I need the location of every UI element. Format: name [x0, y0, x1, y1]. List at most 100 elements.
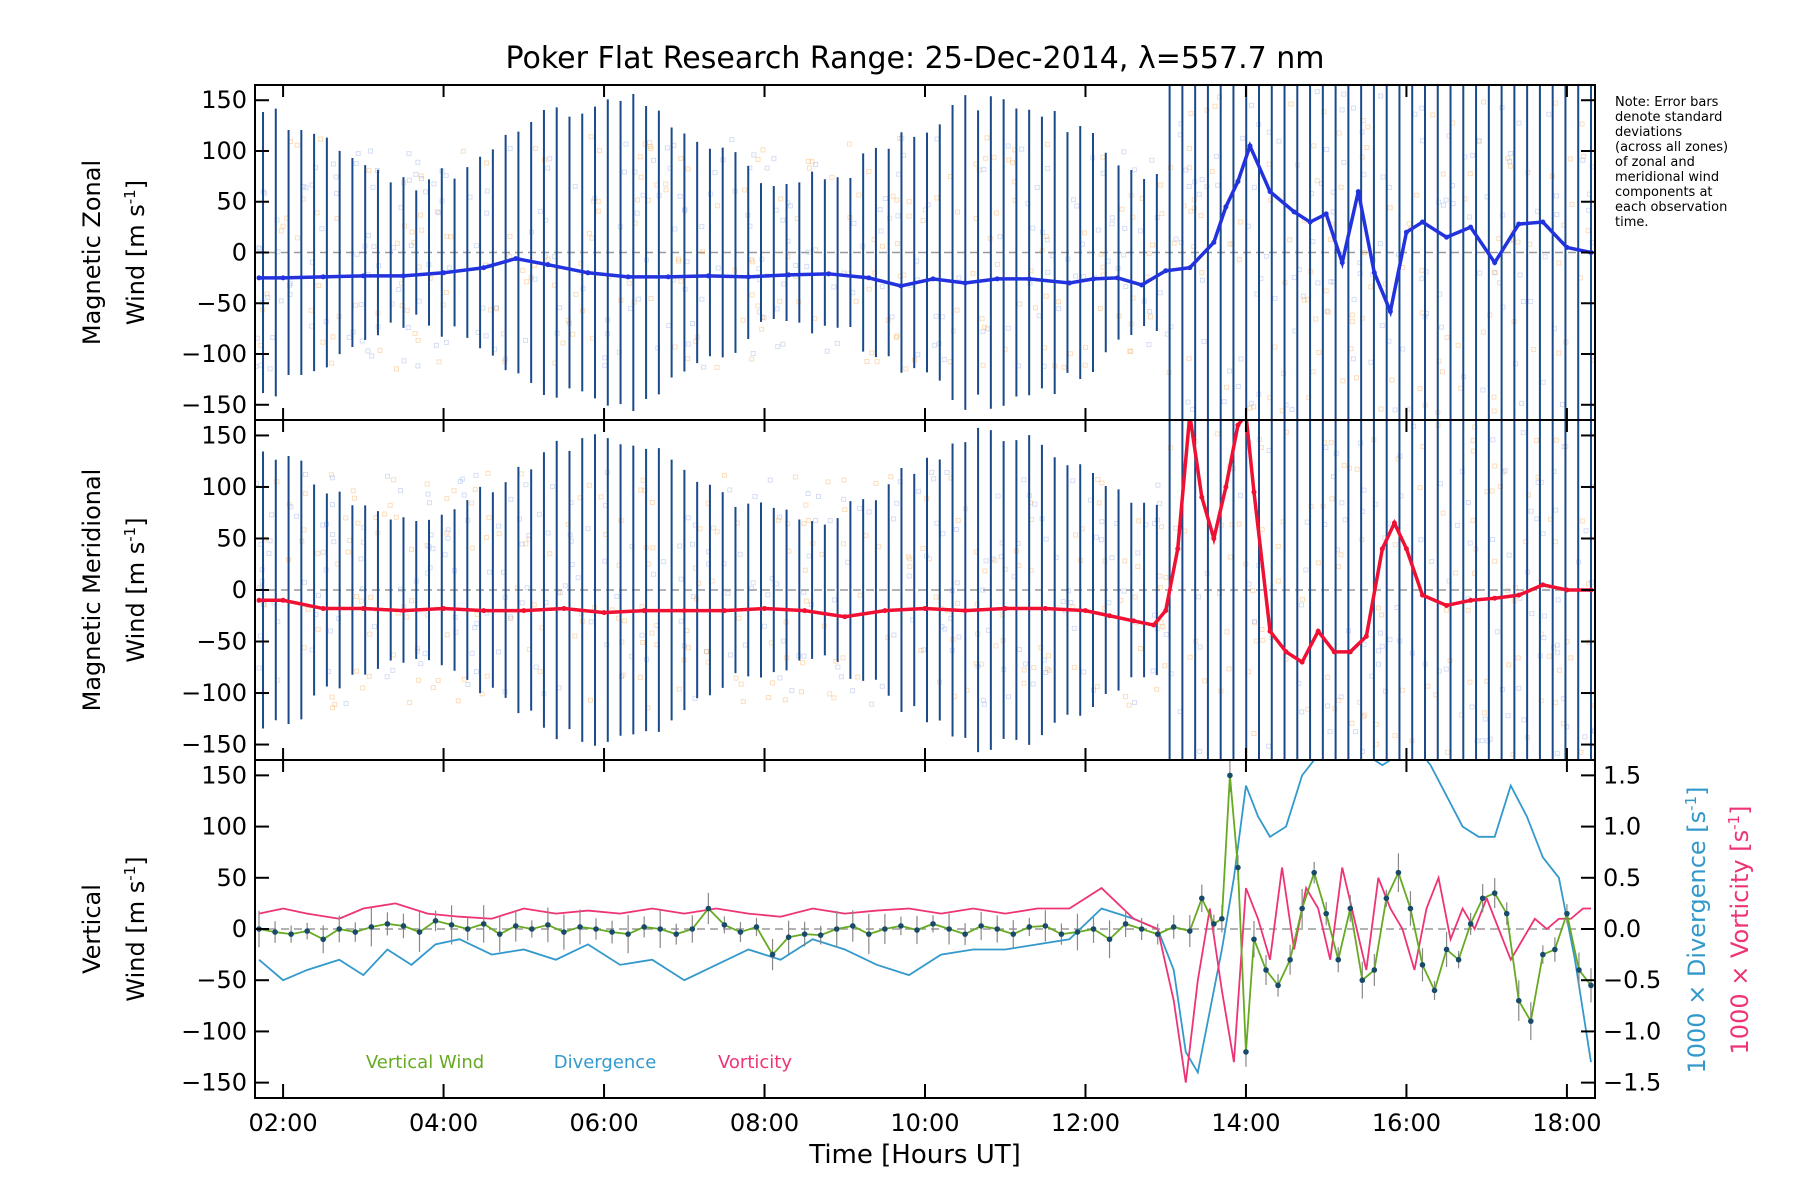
background-marker — [1406, 221, 1412, 227]
background-marker — [1157, 501, 1163, 507]
plot-area — [255, 760, 1595, 1083]
background-marker — [1136, 518, 1142, 524]
background-marker — [366, 673, 372, 679]
series-point — [1307, 219, 1313, 225]
series-point — [1235, 422, 1241, 428]
background-marker — [328, 628, 334, 634]
background-marker — [715, 265, 721, 271]
y-tick-label: 0 — [232, 915, 247, 943]
background-marker — [1583, 528, 1589, 534]
background-marker — [1266, 161, 1272, 167]
background-marker — [332, 702, 338, 708]
background-marker — [256, 665, 262, 671]
series-point — [962, 280, 968, 286]
background-marker — [474, 611, 480, 617]
background-marker — [1542, 613, 1548, 619]
background-marker — [1251, 184, 1257, 190]
divergence-axis-label: 1000 × Divergence [s-1] — [1682, 786, 1711, 1073]
series-point — [1315, 628, 1321, 634]
background-marker — [1585, 228, 1591, 234]
background-marker — [956, 634, 962, 640]
background-marker — [1127, 348, 1133, 354]
background-marker — [1221, 399, 1227, 405]
background-marker — [255, 480, 259, 486]
background-marker — [496, 649, 502, 655]
background-marker — [330, 502, 336, 508]
series-point — [320, 606, 326, 612]
series-point — [1199, 494, 1205, 500]
background-marker — [320, 549, 326, 555]
background-marker — [588, 134, 594, 140]
y2-tick-label: 1.5 — [1603, 761, 1641, 789]
background-marker — [346, 334, 352, 340]
background-marker — [1173, 236, 1179, 242]
background-marker — [545, 165, 551, 171]
background-marker — [416, 264, 422, 270]
vertical-wind-point — [352, 929, 359, 935]
background-marker — [1154, 686, 1160, 692]
x-tick-label: 06:00 — [569, 1109, 638, 1137]
vertical-wind-point — [1010, 931, 1017, 937]
background-marker — [1515, 239, 1521, 245]
background-marker — [1313, 316, 1319, 322]
background-marker — [390, 652, 396, 658]
vertical-wind-point — [272, 929, 278, 935]
background-marker — [1425, 683, 1431, 689]
background-marker — [412, 330, 418, 336]
background-marker — [1032, 501, 1038, 507]
vertical-wind-point — [545, 922, 551, 928]
background-marker — [1250, 588, 1256, 594]
background-marker — [1082, 230, 1088, 236]
background-marker — [301, 645, 307, 651]
background-marker — [1248, 400, 1254, 406]
background-marker — [1100, 264, 1106, 270]
background-marker — [1109, 555, 1115, 561]
background-marker — [993, 643, 999, 649]
background-marker — [589, 235, 595, 241]
background-marker — [1527, 241, 1533, 247]
background-marker — [1132, 699, 1138, 705]
background-marker — [809, 159, 815, 165]
background-marker — [1158, 620, 1164, 626]
vertical-wind-point — [1455, 956, 1462, 963]
background-marker — [1325, 674, 1331, 680]
vertical-wind-point — [1122, 921, 1129, 927]
series-point — [441, 606, 447, 612]
background-marker — [329, 360, 335, 366]
background-marker — [1260, 637, 1266, 643]
y-tick-label: 100 — [201, 813, 247, 841]
background-marker — [1540, 531, 1546, 537]
background-marker — [532, 276, 538, 282]
background-marker — [738, 681, 744, 687]
background-marker — [1417, 485, 1423, 491]
background-marker — [1258, 445, 1264, 451]
vertical-wind-point — [673, 931, 680, 937]
background-marker — [813, 161, 819, 167]
background-marker — [729, 137, 735, 143]
vertical-wind-point — [561, 929, 567, 935]
background-marker — [1300, 596, 1306, 602]
background-marker — [557, 305, 563, 311]
background-marker — [602, 362, 608, 368]
background-marker — [953, 527, 959, 533]
background-marker — [1368, 359, 1374, 365]
background-marker — [737, 551, 743, 557]
background-marker — [1227, 368, 1233, 374]
background-marker — [982, 155, 988, 161]
vertical-wind-point — [1383, 895, 1390, 902]
background-marker — [1553, 507, 1559, 513]
background-marker — [309, 323, 315, 329]
background-marker — [714, 529, 720, 535]
background-marker — [1489, 488, 1495, 494]
background-marker — [446, 265, 452, 271]
background-marker — [451, 488, 457, 494]
background-marker — [1212, 103, 1218, 109]
y-tick-label: −50 — [196, 628, 247, 656]
background-marker — [1157, 573, 1163, 579]
background-marker — [980, 362, 986, 368]
background-marker — [266, 550, 272, 556]
background-marker — [1378, 406, 1384, 412]
series-point — [1468, 224, 1474, 230]
note-line: each observation — [1615, 200, 1727, 215]
background-marker — [1236, 521, 1242, 527]
